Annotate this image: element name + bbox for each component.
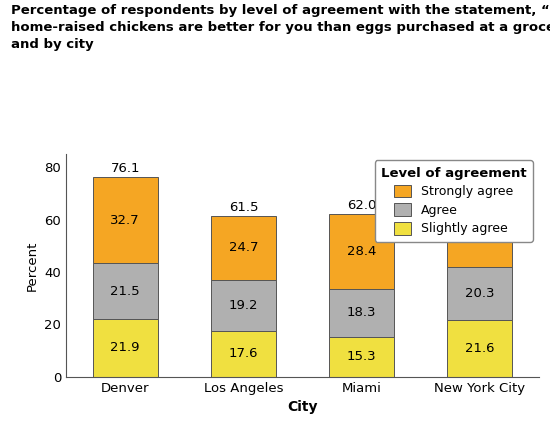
Bar [211,216,276,280]
Bar [329,214,394,288]
Bar [447,320,513,377]
Bar [447,198,513,267]
Text: 17.6: 17.6 [229,347,258,360]
Text: 76.1: 76.1 [111,162,140,175]
Bar [329,336,394,377]
Bar [329,288,394,336]
Text: 15.3: 15.3 [347,350,376,363]
Text: 28.4: 28.4 [347,245,376,258]
Text: 32.7: 32.7 [111,214,140,227]
Y-axis label: Percent: Percent [26,240,39,291]
Text: 62.0: 62.0 [347,199,376,212]
Text: 21.9: 21.9 [111,342,140,354]
Text: 20.3: 20.3 [465,287,494,300]
X-axis label: City: City [287,400,318,414]
Text: 24.7: 24.7 [229,241,258,255]
Text: 21.6: 21.6 [465,342,494,355]
Bar [92,319,158,377]
Bar [447,267,513,320]
Text: 26.5: 26.5 [465,226,494,239]
Text: 18.3: 18.3 [347,306,376,319]
Text: 19.2: 19.2 [229,299,258,312]
Legend: Strongly agree, Agree, Slightly agree: Strongly agree, Agree, Slightly agree [375,160,533,242]
Text: 21.5: 21.5 [111,285,140,297]
Text: 68.4: 68.4 [465,182,494,196]
Bar [211,280,276,330]
Bar [211,330,276,377]
Text: 61.5: 61.5 [229,200,258,214]
Bar [92,263,158,319]
Text: Percentage of respondents by level of agreement with the statement, “Eggs from
h: Percentage of respondents by level of ag… [11,4,550,51]
Bar [92,177,158,263]
